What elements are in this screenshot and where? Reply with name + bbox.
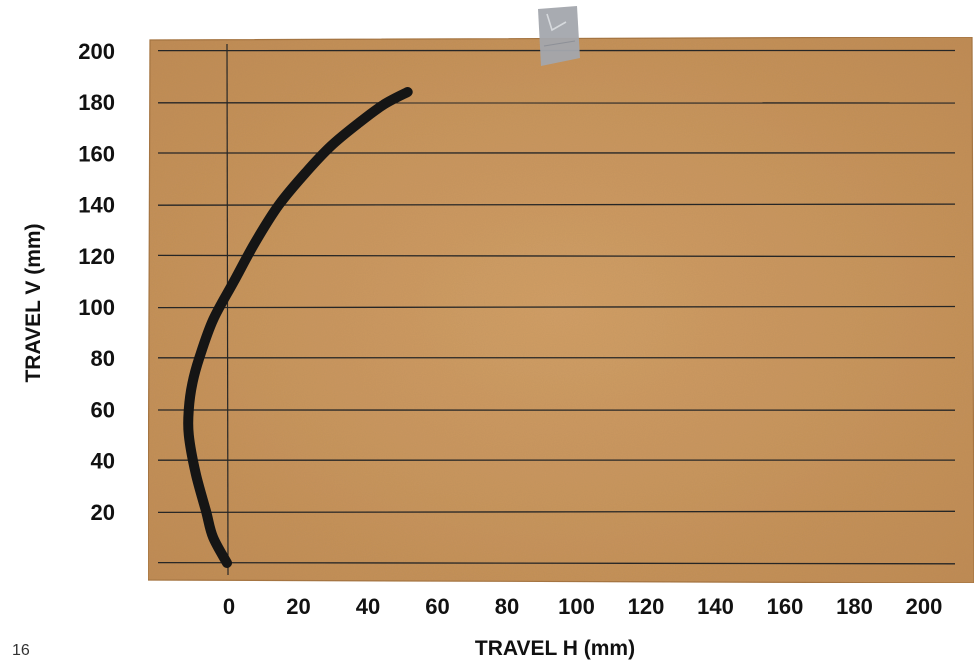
y-tick-label: 20 — [91, 500, 115, 525]
x-tick-label: 140 — [697, 594, 734, 619]
series-line — [183, 87, 413, 568]
x-tick-label: 80 — [495, 594, 519, 619]
y-tick-label: 200 — [78, 39, 115, 64]
x-tick-label: 100 — [558, 594, 595, 619]
tape-icon — [538, 6, 580, 66]
x-tick-label: 160 — [767, 594, 804, 619]
x-tick-label: 0 — [223, 594, 235, 619]
y-tick-label: 60 — [91, 397, 115, 422]
y-tick-labels: 20 40 60 80 100 120 140 160 180 200 — [78, 39, 115, 525]
y-axis-line — [226, 43, 229, 576]
grid-line — [157, 305, 956, 309]
x-tick-label: 20 — [286, 594, 310, 619]
x-tick-label: 60 — [425, 594, 449, 619]
page-number: 16 — [12, 642, 30, 659]
y-tick-label: 40 — [91, 449, 115, 474]
x-tick-label: 40 — [356, 594, 380, 619]
y-tick-label: 80 — [91, 346, 115, 371]
paper-background — [147, 36, 975, 584]
grid-line — [157, 203, 956, 206]
x-axis-title: TRAVEL H (mm) — [475, 637, 635, 660]
y-tick-label: 160 — [78, 141, 115, 166]
grid-lines — [157, 49, 956, 565]
y-tick-label: 100 — [78, 295, 115, 320]
x-tick-label: 120 — [628, 594, 665, 619]
y-tick-label: 140 — [78, 193, 115, 218]
grid-line — [157, 254, 956, 258]
x-tick-label: 200 — [906, 594, 943, 619]
y-tick-label: 120 — [78, 244, 115, 269]
x-tick-label: 180 — [836, 594, 873, 619]
grid-line — [157, 561, 956, 565]
y-axis-title: TRAVEL V (mm) — [22, 223, 45, 382]
grid-line — [157, 510, 956, 514]
cardboard-sheet — [147, 36, 975, 584]
x-tick-labels: 0 20 40 60 80 100 120 140 160 180 200 — [223, 594, 942, 619]
y-tick-label: 180 — [78, 90, 115, 115]
